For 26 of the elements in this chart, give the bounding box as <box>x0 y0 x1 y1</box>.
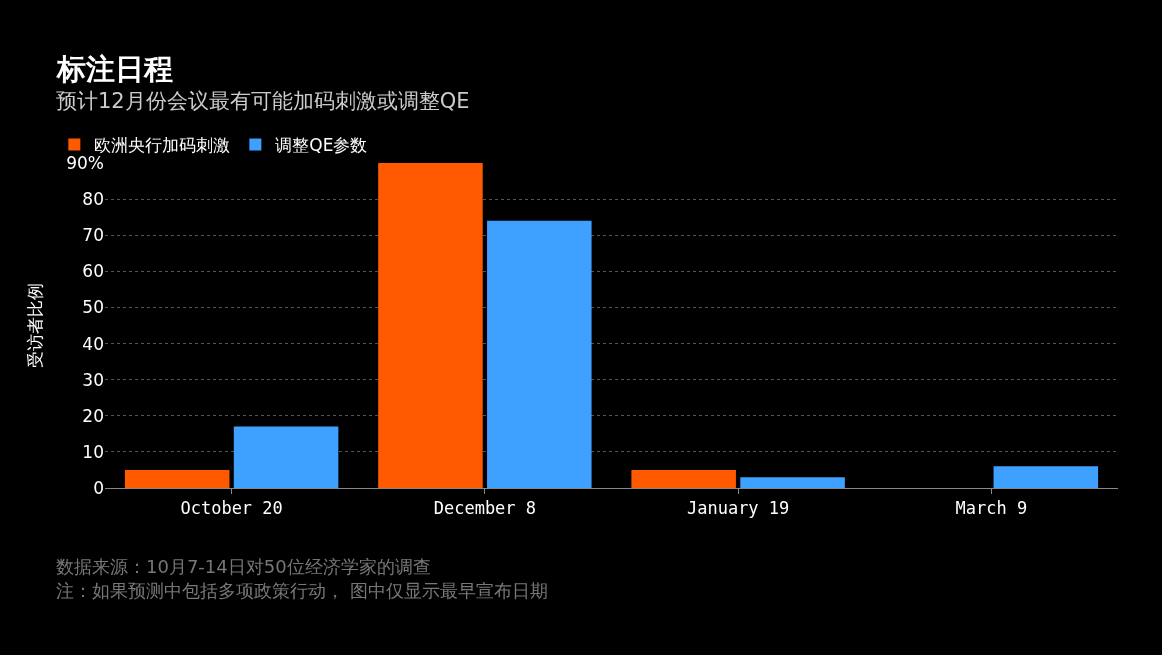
bar <box>378 163 483 488</box>
legend-label: 调整QE参数 <box>275 135 368 156</box>
bar <box>233 426 339 488</box>
y-tick-label: 60 <box>82 261 104 282</box>
y-tick-label: 10 <box>82 441 104 462</box>
y-axis-title: 受访者比例 <box>24 283 45 368</box>
y-tick-label: 20 <box>82 405 104 426</box>
y-tick-label: 50 <box>82 297 104 318</box>
y-tick-label: 80 <box>82 189 104 210</box>
x-tick-label: March 9 <box>955 498 1028 519</box>
y-tick-label: 70 <box>82 225 104 246</box>
y-tick-label: 40 <box>82 333 104 354</box>
x-tick-label: December 8 <box>433 498 537 519</box>
bar <box>487 220 592 488</box>
x-tick-label: October 20 <box>180 498 283 519</box>
bar <box>631 469 736 488</box>
text: 注：如果预测中包括多项政策行动， 图中仅显示最早宣布日期 <box>56 580 548 601</box>
bar <box>740 477 845 488</box>
y-tick-label: 30 <box>82 369 104 390</box>
x-tick-label: January 19 <box>686 498 790 519</box>
source-note: 数据来源：10月7-14日对50位经济学家的调查 <box>56 556 431 577</box>
chart-subtitle: 预计12月份会议最有可能加码刺激或调整QE <box>56 89 470 113</box>
chart-title: 标注日程 <box>56 52 173 86</box>
y-tick-label: 0 <box>93 477 104 498</box>
bar <box>993 466 1099 488</box>
bar <box>124 469 230 488</box>
